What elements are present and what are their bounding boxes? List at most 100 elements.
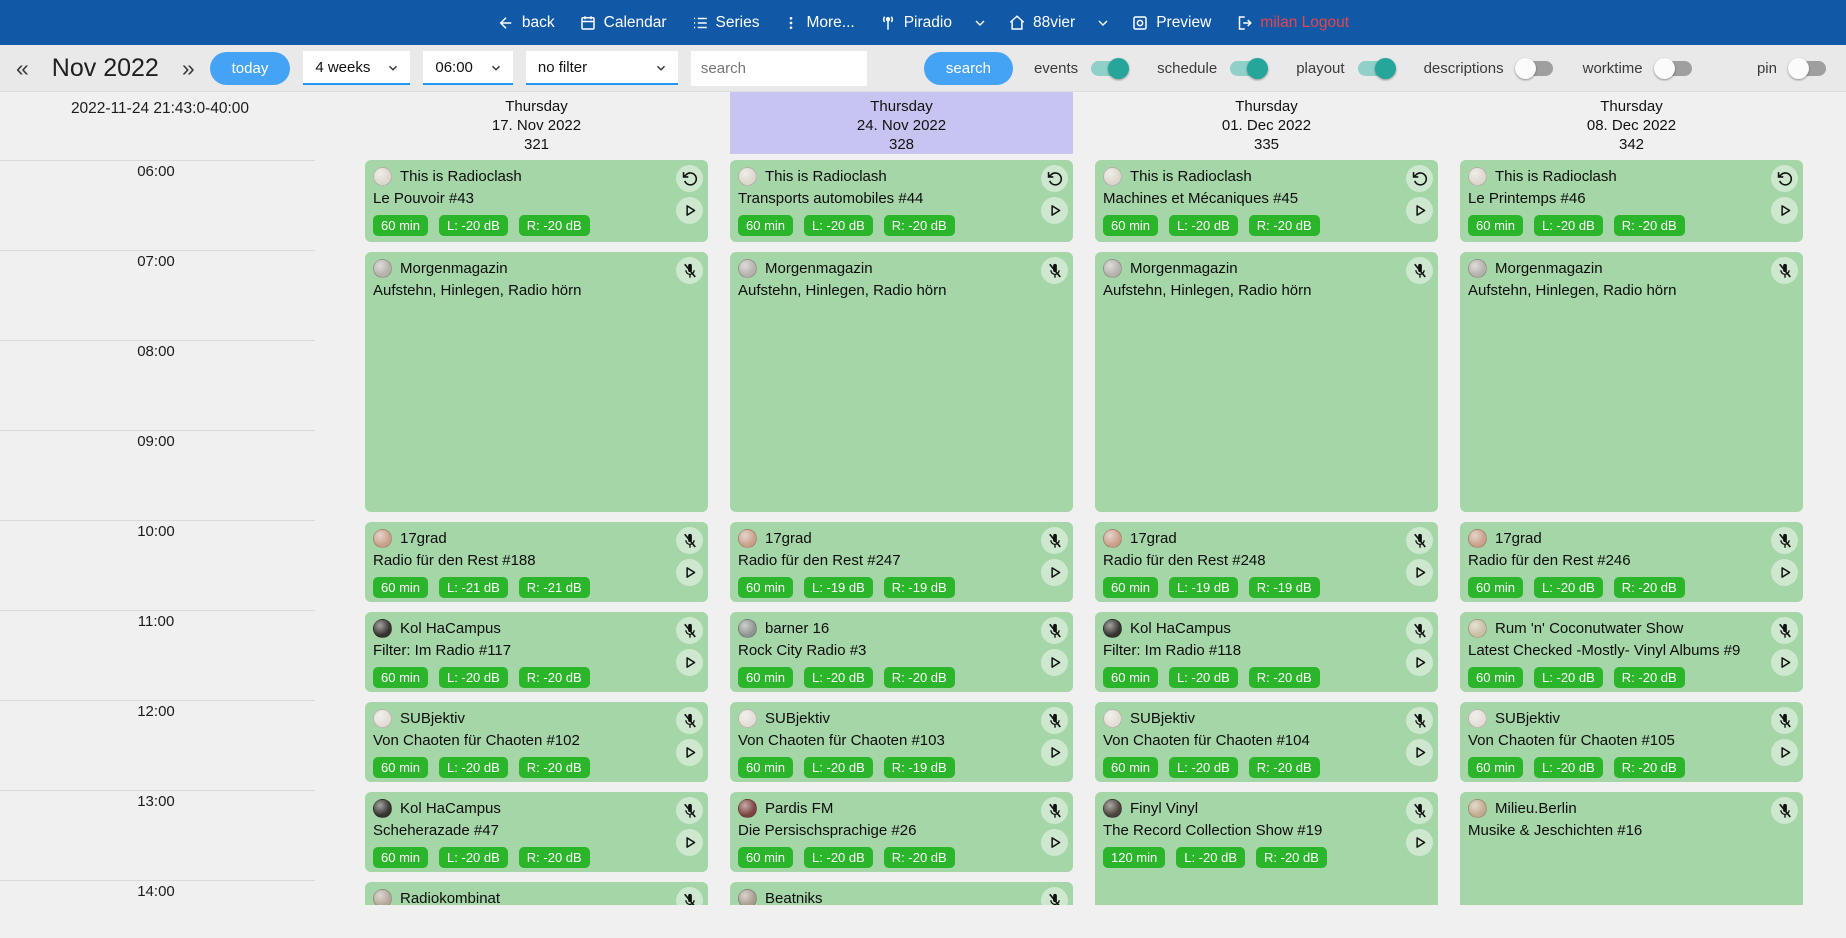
repeat-icon[interactable] <box>1406 165 1433 192</box>
toggle-events[interactable] <box>1091 57 1130 79</box>
toggle-pin[interactable] <box>1788 57 1826 79</box>
repeat-icon[interactable] <box>1771 165 1798 192</box>
mic-muted-icon[interactable] <box>1041 707 1068 734</box>
play-button[interactable] <box>1771 649 1798 676</box>
play-button[interactable] <box>676 739 703 766</box>
nav-station[interactable]: Piradio <box>879 14 952 32</box>
play-button[interactable] <box>1041 649 1068 676</box>
mic-muted-icon[interactable] <box>676 887 703 905</box>
event-card[interactable]: Milieu.Berlin Musike & Jeschichten #16 <box>1460 792 1803 905</box>
mic-muted-icon[interactable] <box>676 527 703 554</box>
toggle-schedule[interactable] <box>1230 57 1269 79</box>
event-card[interactable]: This is Radioclash Le Pouvoir #43 60 min… <box>365 160 708 242</box>
mic-muted-icon[interactable] <box>1041 797 1068 824</box>
event-card[interactable]: Morgenmagazin Aufstehn, Hinlegen, Radio … <box>1095 252 1438 512</box>
play-button[interactable] <box>1406 649 1433 676</box>
event-card[interactable]: This is Radioclash Le Printemps #46 60 m… <box>1460 160 1803 242</box>
event-card[interactable]: 17grad Radio für den Rest #248 60 min L: … <box>1095 522 1438 602</box>
event-card[interactable]: 17grad Radio für den Rest #188 60 min L: … <box>365 522 708 602</box>
channel-dropdown-chevron[interactable] <box>1095 15 1111 31</box>
back-button[interactable]: back <box>497 14 555 32</box>
mic-muted-icon[interactable] <box>1041 257 1068 284</box>
start-time-select[interactable]: 06:00 <box>423 51 513 85</box>
event-card[interactable]: Kol HaCampus Filter: Im Radio #117 60 mi… <box>365 612 708 692</box>
event-card[interactable]: 17grad Radio für den Rest #246 60 min L: … <box>1460 522 1803 602</box>
nav-more[interactable]: More... <box>783 14 855 32</box>
event-card[interactable]: Morgenmagazin Aufstehn, Hinlegen, Radio … <box>730 252 1073 512</box>
event-card[interactable]: Beatniks <box>730 882 1073 905</box>
event-card[interactable]: Rum 'n' Coconutwater Show Latest Checked… <box>1460 612 1803 692</box>
play-button[interactable] <box>1771 559 1798 586</box>
play-button[interactable] <box>1041 197 1068 224</box>
play-button[interactable] <box>1406 829 1433 856</box>
repeat-icon[interactable] <box>676 165 703 192</box>
mic-muted-icon[interactable] <box>1771 257 1798 284</box>
play-button[interactable] <box>1406 559 1433 586</box>
day-header[interactable]: Thursday 17. Nov 2022 321 <box>365 92 708 154</box>
logout-button[interactable]: milan Logout <box>1235 14 1349 32</box>
prev-period-button[interactable]: « <box>16 54 29 81</box>
event-card[interactable]: 17grad Radio für den Rest #247 60 min L: … <box>730 522 1073 602</box>
mic-muted-icon[interactable] <box>1041 887 1068 905</box>
mic-muted-icon[interactable] <box>1041 527 1068 554</box>
mic-muted-icon[interactable] <box>1041 617 1068 644</box>
mic-muted-icon[interactable] <box>1771 527 1798 554</box>
next-period-button[interactable]: » <box>181 54 195 81</box>
mic-muted-icon[interactable] <box>676 257 703 284</box>
nav-preview[interactable]: Preview <box>1131 14 1211 32</box>
play-button[interactable] <box>1406 197 1433 224</box>
day-header-current[interactable]: Thursday 24. Nov 2022 328 <box>730 92 1073 154</box>
mic-muted-icon[interactable] <box>1771 617 1798 644</box>
play-button[interactable] <box>1041 829 1068 856</box>
mic-muted-icon[interactable] <box>676 797 703 824</box>
event-card[interactable]: SUBjektiv Von Chaoten für Chaoten #105 6… <box>1460 702 1803 782</box>
event-card[interactable]: Morgenmagazin Aufstehn, Hinlegen, Radio … <box>365 252 708 512</box>
mic-muted-icon[interactable] <box>676 707 703 734</box>
event-card[interactable]: This is Radioclash Transports automobile… <box>730 160 1073 242</box>
mic-muted-icon[interactable] <box>1406 797 1433 824</box>
play-button[interactable] <box>676 649 703 676</box>
event-card[interactable]: Kol HaCampus Filter: Im Radio #118 60 mi… <box>1095 612 1438 692</box>
event-card[interactable]: Pardis FM Die Persischsprachige #26 60 m… <box>730 792 1073 872</box>
event-card[interactable]: This is Radioclash Machines et Mécanique… <box>1095 160 1438 242</box>
day-header[interactable]: Thursday 01. Dec 2022 335 <box>1095 92 1438 154</box>
search-input[interactable] <box>698 54 859 82</box>
event-card[interactable]: Radiokombinat <box>365 882 708 905</box>
today-button[interactable]: today <box>209 51 291 85</box>
mic-muted-icon[interactable] <box>1406 527 1433 554</box>
search-button[interactable]: search <box>923 51 1013 85</box>
play-button[interactable] <box>1771 739 1798 766</box>
event-card[interactable]: Kol HaCampus Scheherazade #47 60 min L: -… <box>365 792 708 872</box>
play-button[interactable] <box>676 197 703 224</box>
badge: 60 min <box>1468 667 1524 688</box>
event-card[interactable]: Finyl Vinyl The Record Collection Show #… <box>1095 792 1438 905</box>
event-card[interactable]: Morgenmagazin Aufstehn, Hinlegen, Radio … <box>1460 252 1803 512</box>
mic-muted-icon[interactable] <box>1406 257 1433 284</box>
mic-muted-icon[interactable] <box>1771 797 1798 824</box>
mic-muted-icon[interactable] <box>1406 707 1433 734</box>
toggle-playout[interactable] <box>1357 57 1396 79</box>
mic-muted-icon[interactable] <box>1771 707 1798 734</box>
play-button[interactable] <box>676 829 703 856</box>
repeat-icon[interactable] <box>1041 165 1068 192</box>
play-button[interactable] <box>1041 739 1068 766</box>
mic-muted-icon[interactable] <box>676 617 703 644</box>
event-card[interactable]: SUBjektiv Von Chaoten für Chaoten #104 6… <box>1095 702 1438 782</box>
nav-channel[interactable]: 88vier <box>1008 14 1075 32</box>
play-button[interactable] <box>1041 559 1068 586</box>
nav-calendar[interactable]: Calendar <box>579 14 667 32</box>
day-header[interactable]: Thursday 08. Dec 2022 342 <box>1460 92 1803 154</box>
play-button[interactable] <box>1771 197 1798 224</box>
mic-muted-icon[interactable] <box>1406 617 1433 644</box>
event-card[interactable]: SUBjektiv Von Chaoten für Chaoten #102 6… <box>365 702 708 782</box>
toggle-descriptions[interactable] <box>1514 57 1553 79</box>
range-select[interactable]: 4 weeks <box>303 51 411 85</box>
station-dropdown-chevron[interactable] <box>972 15 988 31</box>
play-button[interactable] <box>676 559 703 586</box>
nav-series[interactable]: Series <box>691 14 759 32</box>
filter-select[interactable]: no filter <box>525 51 678 85</box>
event-card[interactable]: SUBjektiv Von Chaoten für Chaoten #103 6… <box>730 702 1073 782</box>
toggle-worktime[interactable] <box>1653 57 1692 79</box>
event-card[interactable]: barner 16 Rock City Radio #3 60 min L: -2… <box>730 612 1073 692</box>
play-button[interactable] <box>1406 739 1433 766</box>
